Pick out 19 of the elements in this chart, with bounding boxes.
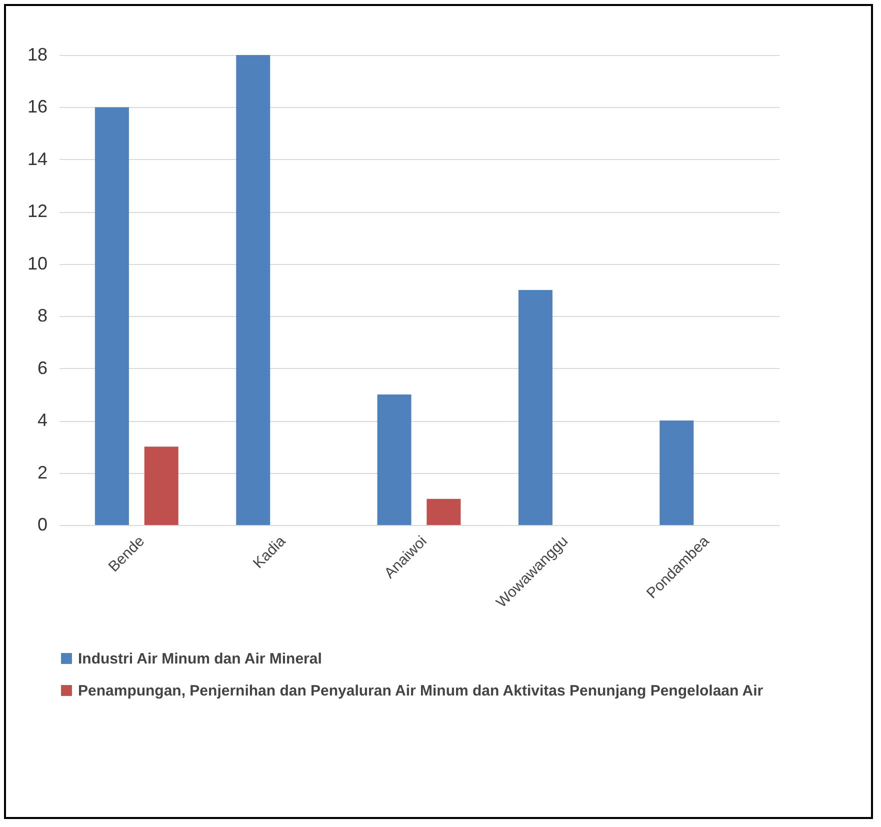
bar <box>377 394 412 525</box>
legend-label: Penampungan, Penjernihan dan Penyaluran Air Minum dan Aktivitas Penunjang Pengelolaan Air <box>78 682 764 700</box>
bar <box>236 55 270 525</box>
y-tick-label: 8 <box>37 306 48 326</box>
y-tick-label: 12 <box>27 201 48 222</box>
y-tick-label: 6 <box>37 358 48 378</box>
y-tick-label: 2 <box>37 462 48 482</box>
bar <box>518 290 552 525</box>
y-tick-label: 4 <box>37 410 48 430</box>
bar <box>144 446 178 525</box>
y-tick-label: 14 <box>27 148 48 169</box>
bar <box>94 107 129 525</box>
bar <box>660 420 694 525</box>
legend-label: Industri Air Minum dan Air Mineral <box>78 650 322 668</box>
y-tick-label: 18 <box>27 44 48 64</box>
y-tick-label: 0 <box>37 514 48 534</box>
y-tick-label: 10 <box>27 253 48 274</box>
y-tick-label: 16 <box>27 96 48 117</box>
bar <box>426 498 461 525</box>
